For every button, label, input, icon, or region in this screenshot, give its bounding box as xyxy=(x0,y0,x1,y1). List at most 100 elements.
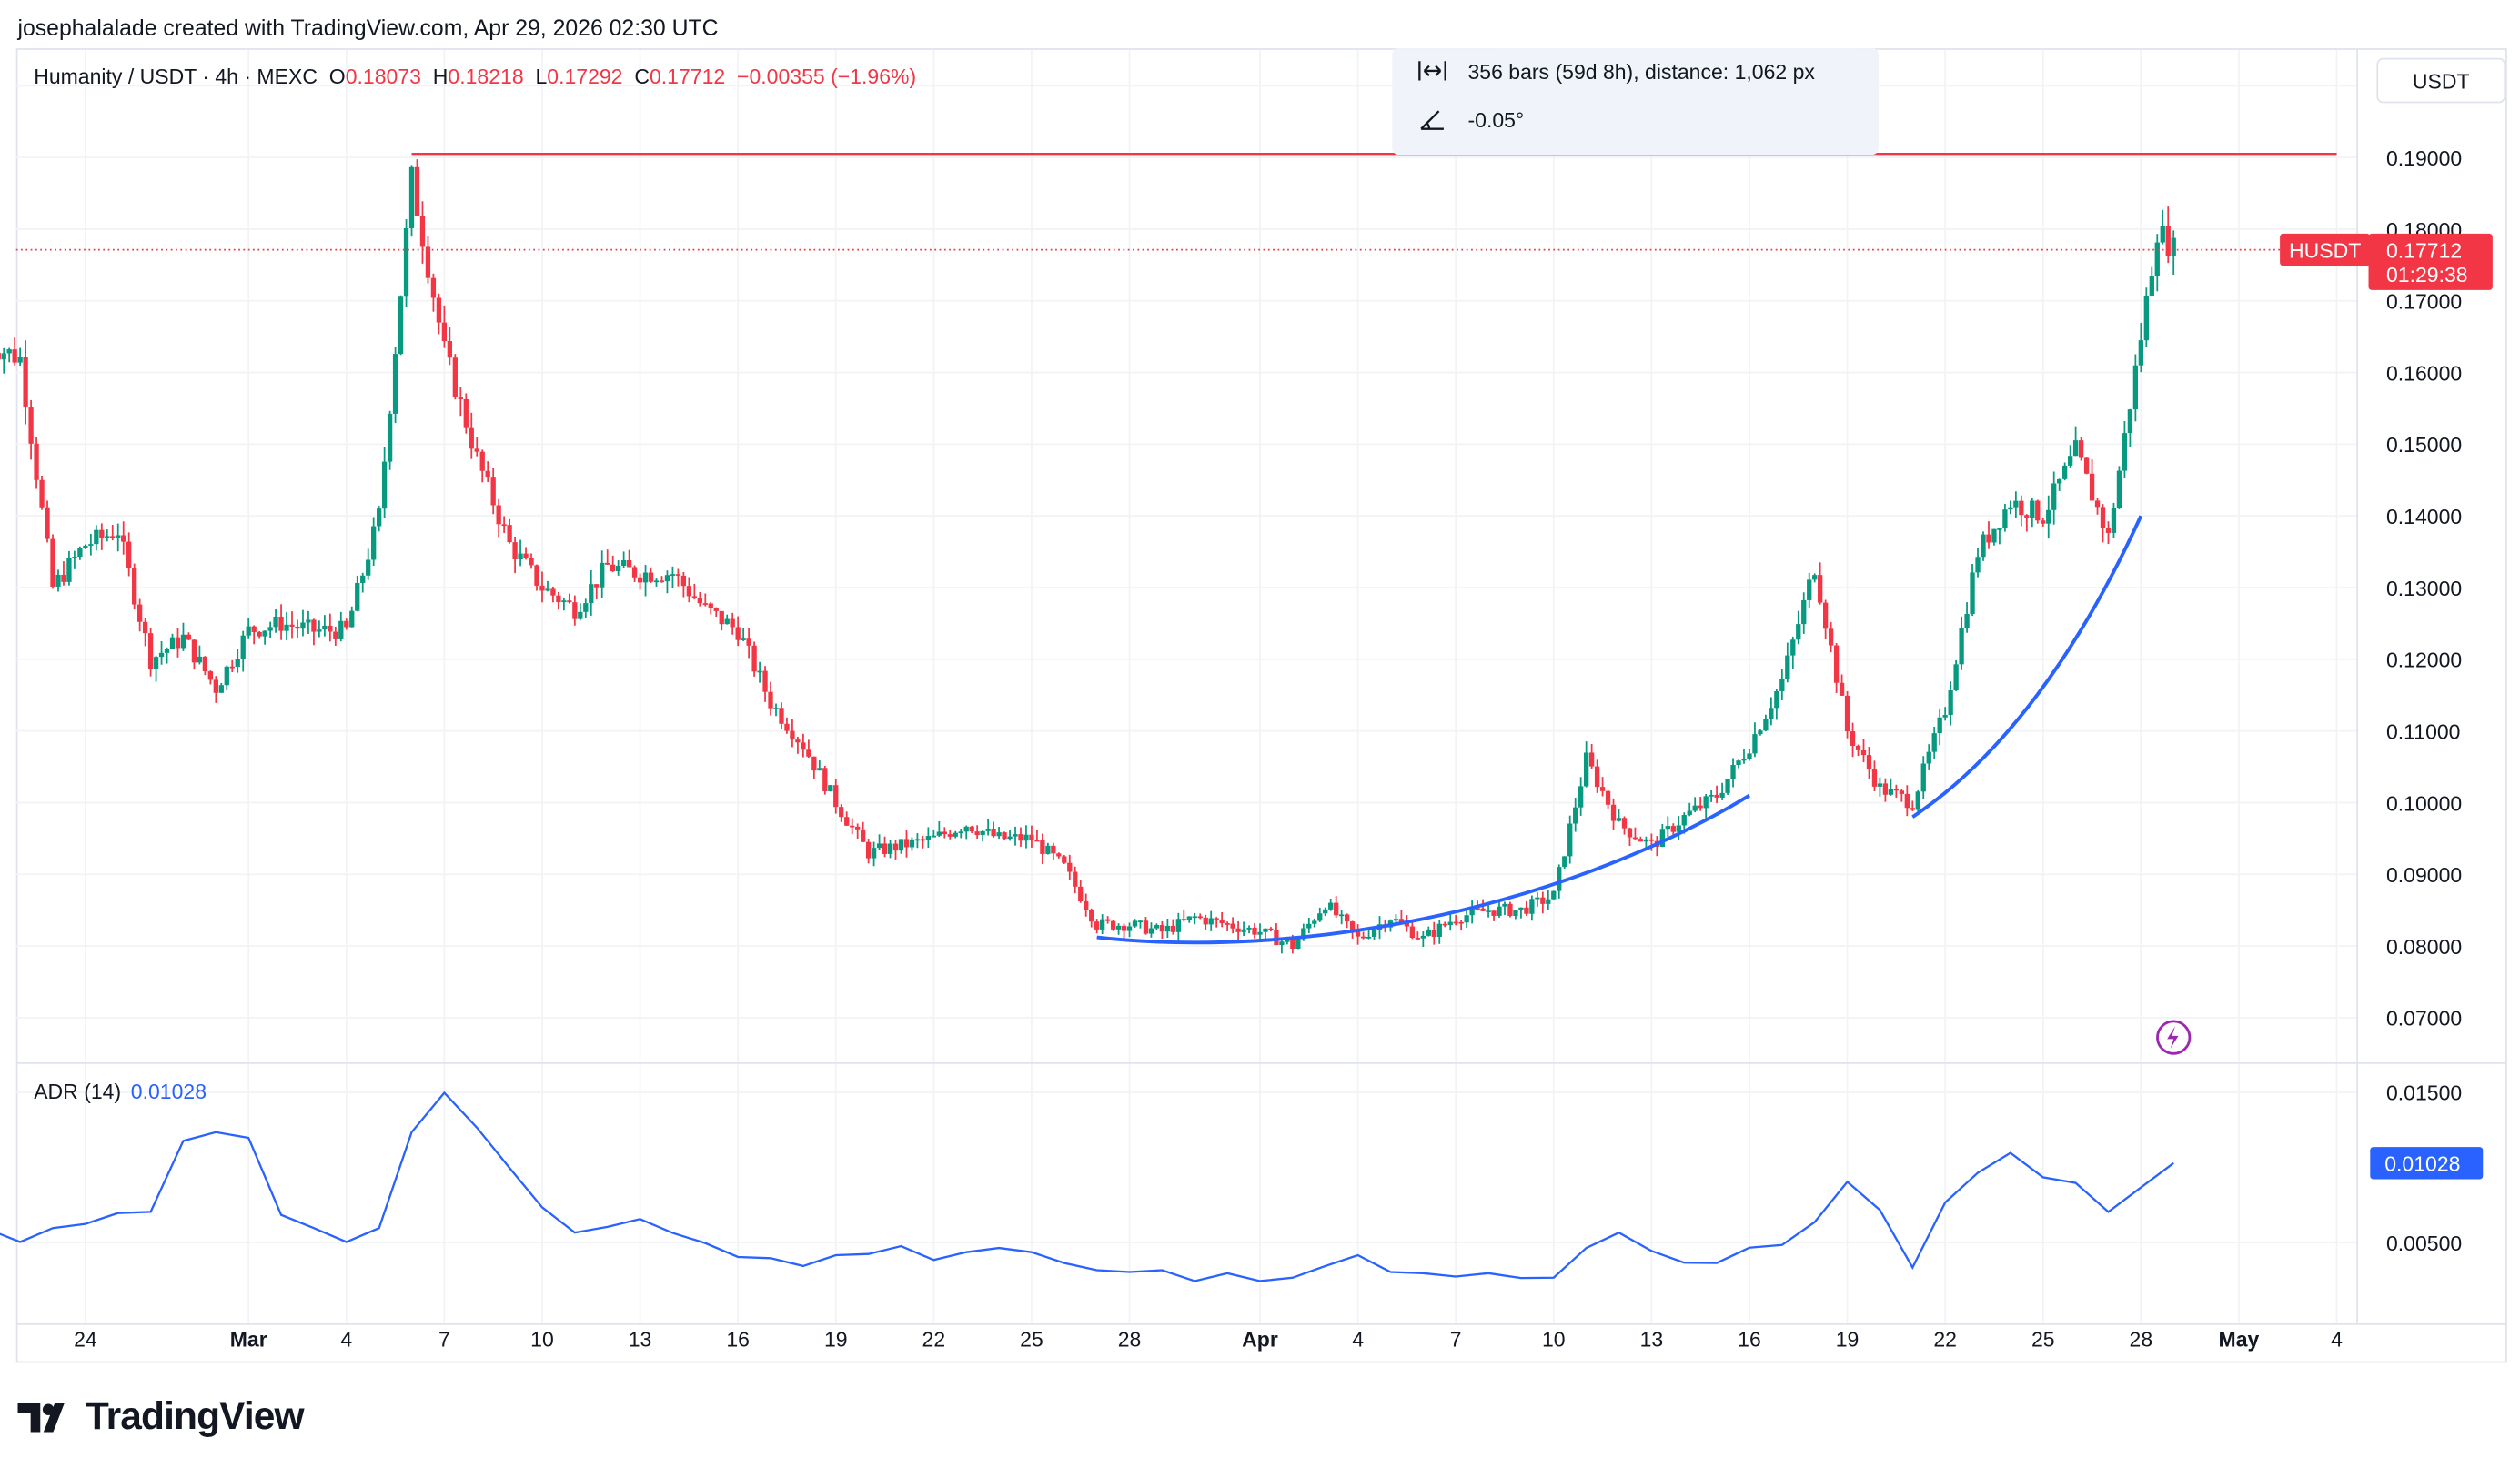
candle-body xyxy=(980,830,985,836)
candle-body xyxy=(1904,793,1910,809)
adr-name[interactable]: ADR (14) xyxy=(34,1079,122,1104)
candle-body xyxy=(1404,922,1410,927)
candle-body xyxy=(589,584,594,604)
candle-body xyxy=(985,828,991,831)
candle-body xyxy=(594,584,600,588)
candle-body xyxy=(0,352,1,360)
time-tick-label: 19 xyxy=(824,1328,848,1352)
candle-body xyxy=(730,618,735,628)
candle-body xyxy=(1866,755,1872,770)
adr-tick-label: 0.01500 xyxy=(2386,1081,2462,1105)
candle-body xyxy=(1029,834,1034,840)
candle-body xyxy=(186,634,192,640)
time-tick-label: 10 xyxy=(530,1328,554,1352)
candle-body xyxy=(392,354,398,414)
candle-body xyxy=(806,749,811,757)
candle-body xyxy=(702,603,708,605)
candle-body xyxy=(2019,500,2024,516)
time-tick-label: Mar xyxy=(230,1328,267,1352)
candle-body xyxy=(1747,753,1752,759)
candle-body xyxy=(2154,242,2160,277)
candle-body xyxy=(1447,921,1453,926)
candle-body xyxy=(355,582,360,611)
adr-pane xyxy=(0,1091,2174,1282)
candle-body xyxy=(892,843,899,851)
candle-body xyxy=(251,626,257,633)
price-tick-label: 0.09000 xyxy=(2386,863,2462,887)
candle-body xyxy=(2008,507,2013,510)
time-tick-label: 25 xyxy=(2031,1328,2055,1352)
candle-body xyxy=(1790,639,1796,656)
candle-body xyxy=(828,785,833,792)
candle-body xyxy=(338,620,344,639)
candle-body xyxy=(1436,923,1442,937)
candle-body xyxy=(213,679,218,693)
candle-body xyxy=(1398,919,1405,923)
candle-body xyxy=(1610,804,1617,821)
candle-body xyxy=(773,708,779,709)
candle-body xyxy=(474,448,479,452)
candle-body xyxy=(691,596,698,598)
tradingview-logo[interactable]: TradingView xyxy=(17,1395,305,1441)
candle-body xyxy=(801,742,806,750)
candle-body xyxy=(936,831,942,836)
candlesticks xyxy=(0,159,2176,954)
candle-body xyxy=(1665,826,1670,830)
candle-body xyxy=(1366,936,1372,939)
currency-button[interactable]: USDT xyxy=(2376,57,2506,104)
candle-body xyxy=(1094,921,1100,930)
candle-body xyxy=(1393,919,1399,921)
candle-body xyxy=(28,407,34,444)
candle-body xyxy=(1197,916,1203,919)
candle-body xyxy=(1844,695,1850,732)
candle-body xyxy=(1274,930,1279,946)
measure-tooltip: 356 bars (59d 8h), distance: 1,062 px -0… xyxy=(1392,48,1880,156)
symbol-badge-text: HUSDT xyxy=(2289,238,2361,262)
chart-credit: josephalalade created with TradingView.c… xyxy=(17,14,719,41)
candle-body xyxy=(2072,440,2079,457)
candle-body xyxy=(1986,534,1991,543)
candle-body xyxy=(1605,790,1611,805)
adr-badge-value: 0.01028 xyxy=(2384,1152,2460,1176)
candle-body xyxy=(583,603,589,612)
candle-body xyxy=(2122,433,2128,471)
candle-body xyxy=(876,843,882,849)
candle-body xyxy=(202,656,208,672)
candle-body xyxy=(903,839,910,848)
candle-body xyxy=(947,834,953,837)
candle-body xyxy=(1192,916,1197,919)
time-tick-label: 22 xyxy=(1933,1328,1957,1352)
candle-body xyxy=(1899,790,1904,794)
candle-body xyxy=(746,638,751,646)
candle-body xyxy=(2002,509,2008,529)
candle-body xyxy=(925,836,932,840)
candle-body xyxy=(631,567,638,578)
candle-body xyxy=(2116,470,2122,508)
time-tick-label: 4 xyxy=(340,1328,352,1352)
candle-body xyxy=(240,635,246,659)
candle-body xyxy=(34,443,39,480)
candle-body xyxy=(1763,718,1769,731)
candle-body xyxy=(1475,908,1480,910)
candle-body xyxy=(523,553,529,558)
symbol-badge-bg xyxy=(2280,233,2371,266)
candle-body xyxy=(1562,856,1567,868)
candle-body xyxy=(1469,908,1475,916)
candle-body xyxy=(850,825,855,828)
candle-body xyxy=(441,322,448,341)
candle-body xyxy=(1807,579,1812,600)
candle-body xyxy=(616,565,621,572)
candle-body xyxy=(1719,792,1725,798)
candle-body xyxy=(1850,731,1856,746)
candle-body xyxy=(920,839,926,841)
candle-body xyxy=(735,627,741,640)
symbol-title[interactable]: Humanity / USDT · 4h · MEXC xyxy=(34,64,318,89)
candle-body xyxy=(600,562,605,588)
candle-body xyxy=(1480,908,1486,911)
price-tick-label: 0.16000 xyxy=(2386,361,2462,385)
candle-body xyxy=(1214,918,1219,920)
candle-body xyxy=(1546,899,1551,904)
candle-body xyxy=(2041,520,2046,524)
time-tick-label: 16 xyxy=(1738,1328,1761,1352)
